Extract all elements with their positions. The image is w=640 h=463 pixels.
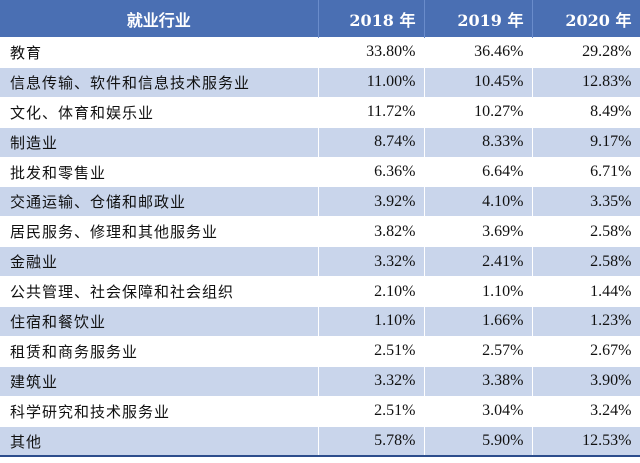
value-2019-cell: 3.69%: [424, 216, 533, 247]
header-row: 就业行业 2018 年 2019 年 2020 年: [0, 0, 640, 38]
value-2018-cell: 33.80%: [318, 37, 425, 68]
header-industry: 就业行业: [0, 0, 319, 38]
value-2018-cell: 11.00%: [318, 66, 425, 98]
table-row: 租赁和商务服务业 2.51% 2.57% 2.67%: [0, 335, 640, 367]
table-row: 教育 33.80% 36.46% 29.28%: [0, 37, 640, 68]
value-2019-cell: 8.33%: [424, 126, 533, 158]
industry-cell: 金融业: [0, 246, 319, 277]
table-header: 就业行业 2018 年 2019 年 2020 年: [0, 0, 640, 38]
value-2020-cell: 1.23%: [532, 306, 640, 337]
table-row: 信息传输、软件和信息技术服务业 11.00% 10.45% 12.83%: [0, 66, 640, 98]
value-2019-cell: 6.64%: [424, 156, 533, 187]
value-2019-cell: 5.90%: [424, 425, 533, 456]
industry-cell: 交通运输、仓储和邮政业: [0, 186, 319, 217]
value-2018-cell: 3.32%: [318, 365, 425, 397]
value-2018-cell: 3.82%: [318, 216, 425, 247]
value-2020-cell: 2.58%: [532, 246, 640, 277]
value-2020-cell: 6.71%: [532, 156, 640, 187]
value-2020-cell: 8.49%: [532, 96, 640, 128]
value-2018-cell: 2.51%: [318, 335, 425, 367]
header-2019: 2019 年: [424, 0, 533, 38]
header-2018: 2018 年: [318, 0, 425, 38]
value-2020-cell: 2.67%: [532, 335, 640, 367]
value-2020-cell: 29.28%: [532, 37, 640, 68]
industry-cell: 批发和零售业: [0, 156, 319, 187]
industry-cell: 制造业: [0, 126, 319, 158]
industry-cell: 公共管理、社会保障和社会组织: [0, 276, 319, 307]
value-2019-cell: 10.45%: [424, 66, 533, 98]
header-2020: 2020 年: [532, 0, 640, 38]
table-row: 制造业 8.74% 8.33% 9.17%: [0, 126, 640, 158]
table-row: 其他 5.78% 5.90% 12.53%: [0, 425, 640, 456]
value-2018-cell: 3.32%: [318, 246, 425, 277]
table-row: 批发和零售业 6.36% 6.64% 6.71%: [0, 156, 640, 187]
industry-cell: 建筑业: [0, 365, 319, 397]
value-2020-cell: 12.83%: [532, 66, 640, 98]
value-2019-cell: 2.41%: [424, 246, 533, 277]
value-2020-cell: 3.90%: [532, 365, 640, 397]
value-2019-cell: 3.04%: [424, 395, 533, 427]
table-row: 交通运输、仓储和邮政业 3.92% 4.10% 3.35%: [0, 186, 640, 217]
value-2018-cell: 2.10%: [318, 276, 425, 307]
value-2018-cell: 1.10%: [318, 306, 425, 337]
value-2018-cell: 5.78%: [318, 425, 425, 456]
table-row: 文化、体育和娱乐业 11.72% 10.27% 8.49%: [0, 96, 640, 128]
value-2018-cell: 11.72%: [318, 96, 425, 128]
table-row: 科学研究和技术服务业 2.51% 3.04% 3.24%: [0, 395, 640, 427]
value-2020-cell: 3.24%: [532, 395, 640, 427]
table-row: 金融业 3.32% 2.41% 2.58%: [0, 246, 640, 277]
value-2018-cell: 8.74%: [318, 126, 425, 158]
value-2019-cell: 2.57%: [424, 335, 533, 367]
value-2020-cell: 2.58%: [532, 216, 640, 247]
industry-cell: 租赁和商务服务业: [0, 335, 319, 367]
value-2019-cell: 3.38%: [424, 365, 533, 397]
industry-cell: 其他: [0, 425, 319, 456]
value-2020-cell: 3.35%: [532, 186, 640, 217]
value-2019-cell: 1.66%: [424, 306, 533, 337]
industry-cell: 住宿和餐饮业: [0, 306, 319, 337]
value-2019-cell: 36.46%: [424, 37, 533, 68]
industry-cell: 信息传输、软件和信息技术服务业: [0, 66, 319, 98]
table-row: 居民服务、修理和其他服务业 3.82% 3.69% 2.58%: [0, 216, 640, 247]
value-2018-cell: 6.36%: [318, 156, 425, 187]
table-row: 住宿和餐饮业 1.10% 1.66% 1.23%: [0, 306, 640, 337]
value-2019-cell: 10.27%: [424, 96, 533, 128]
industry-cell: 教育: [0, 37, 319, 68]
industry-cell: 居民服务、修理和其他服务业: [0, 216, 319, 247]
industry-cell: 科学研究和技术服务业: [0, 395, 319, 427]
value-2020-cell: 12.53%: [532, 425, 640, 456]
value-2018-cell: 3.92%: [318, 186, 425, 217]
industry-cell: 文化、体育和娱乐业: [0, 96, 319, 128]
table-row: 公共管理、社会保障和社会组织 2.10% 1.10% 1.44%: [0, 276, 640, 307]
value-2020-cell: 9.17%: [532, 126, 640, 158]
value-2018-cell: 2.51%: [318, 395, 425, 427]
table-body: 教育 33.80% 36.46% 29.28% 信息传输、软件和信息技术服务业 11.00…: [0, 37, 640, 456]
table-row: 建筑业 3.32% 3.38% 3.90%: [0, 365, 640, 397]
value-2019-cell: 1.10%: [424, 276, 533, 307]
value-2020-cell: 1.44%: [532, 276, 640, 307]
value-2019-cell: 4.10%: [424, 186, 533, 217]
